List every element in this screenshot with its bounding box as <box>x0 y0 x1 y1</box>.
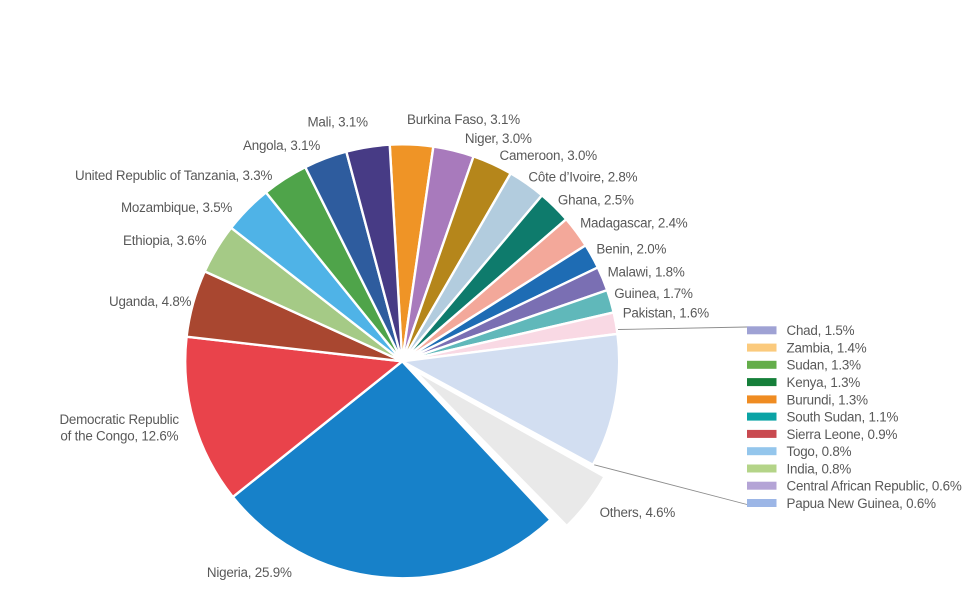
svg-text:Democratic Republic: Democratic Republic <box>59 412 179 427</box>
svg-text:Togo, 0.8%: Togo, 0.8% <box>787 444 852 459</box>
svg-text:Mozambique, 3.5%: Mozambique, 3.5% <box>121 200 232 215</box>
svg-text:Angola, 3.1%: Angola, 3.1% <box>243 138 320 153</box>
svg-text:Madagascar, 2.4%: Madagascar, 2.4% <box>580 216 688 231</box>
svg-text:Malawi, 1.8%: Malawi, 1.8% <box>608 264 685 279</box>
svg-text:Cameroon, 3.0%: Cameroon, 3.0% <box>500 148 598 163</box>
svg-text:Niger, 3.0%: Niger, 3.0% <box>465 131 532 146</box>
svg-text:South Sudan, 1.1%: South Sudan, 1.1% <box>787 410 899 425</box>
svg-text:Chad, 1.5%: Chad, 1.5% <box>787 323 855 338</box>
svg-text:Burundi, 1.3%: Burundi, 1.3% <box>787 392 869 407</box>
svg-text:Benin, 2.0%: Benin, 2.0% <box>596 241 666 256</box>
svg-text:Nigeria, 25.9%: Nigeria, 25.9% <box>207 565 292 580</box>
svg-text:Kenya, 1.3%: Kenya, 1.3% <box>787 375 861 390</box>
svg-text:Others, 4.6%: Others, 4.6% <box>600 505 676 520</box>
svg-text:Côte d’Ivoire, 2.8%: Côte d’Ivoire, 2.8% <box>528 169 637 184</box>
svg-text:Papua New Guinea, 0.6%: Papua New Guinea, 0.6% <box>787 496 937 511</box>
svg-text:of the Congo, 12.6%: of the Congo, 12.6% <box>60 428 178 443</box>
svg-text:Sudan, 1.3%: Sudan, 1.3% <box>787 358 862 373</box>
svg-text:Zambia, 1.4%: Zambia, 1.4% <box>787 341 867 356</box>
svg-text:Ethiopia, 3.6%: Ethiopia, 3.6% <box>123 233 207 248</box>
svg-text:Sierra Leone, 0.9%: Sierra Leone, 0.9% <box>787 427 898 442</box>
svg-text:United Republic of Tanzania, 3: United Republic of Tanzania, 3.3% <box>75 168 273 183</box>
svg-text:Ghana, 2.5%: Ghana, 2.5% <box>558 192 634 207</box>
svg-text:Mali, 3.1%: Mali, 3.1% <box>308 114 369 129</box>
svg-text:Burkina Faso, 3.1%: Burkina Faso, 3.1% <box>407 112 520 127</box>
svg-text:Central African Republic, 0.6%: Central African Republic, 0.6% <box>787 479 962 494</box>
svg-text:Guinea, 1.7%: Guinea, 1.7% <box>614 286 693 301</box>
svg-text:India, 0.8%: India, 0.8% <box>787 461 852 476</box>
svg-text:Uganda, 4.8%: Uganda, 4.8% <box>109 294 192 309</box>
svg-text:Pakistan, 1.6%: Pakistan, 1.6% <box>623 306 710 321</box>
